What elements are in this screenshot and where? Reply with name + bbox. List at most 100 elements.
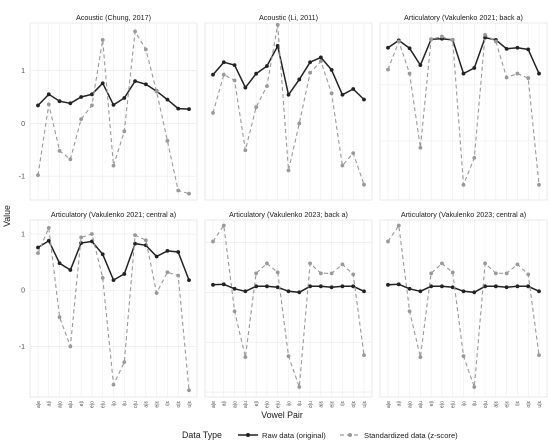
legend-title: Data Type <box>182 430 222 440</box>
data-point-raw <box>493 284 498 289</box>
x-tick-label: a|e <box>36 401 42 408</box>
x-tick-label: i|ɛ <box>165 400 171 406</box>
data-point-standardized <box>308 261 312 266</box>
data-point-raw <box>351 284 356 289</box>
data-point-raw <box>308 284 312 289</box>
data-point-standardized <box>286 354 291 359</box>
x-tick-label: a|o <box>57 401 63 408</box>
data-point-standardized <box>351 272 356 277</box>
data-point-standardized <box>187 191 191 196</box>
data-point-standardized <box>133 233 137 238</box>
data-point-standardized <box>308 70 312 75</box>
data-point-raw <box>329 67 334 72</box>
x-tick-label: a|ɛ <box>144 400 150 407</box>
x-tick-label: o|u <box>483 401 489 408</box>
data-point-raw <box>275 44 280 48</box>
data-point-raw <box>286 92 291 97</box>
data-point-standardized <box>526 272 531 277</box>
data-point-standardized <box>275 270 280 275</box>
data-point-standardized <box>286 168 291 173</box>
data-point-raw <box>329 285 334 290</box>
x-tick-label: a|i <box>397 401 403 406</box>
x-tick-label: e|i <box>429 401 435 406</box>
x-tick-label: i|o <box>461 401 467 407</box>
data-point-standardized <box>36 173 40 178</box>
data-point-standardized <box>68 344 73 349</box>
data-point-standardized <box>440 261 444 266</box>
data-point-raw <box>187 107 191 112</box>
legend: Data Type Raw data (original) Standardiz… <box>182 430 458 440</box>
y-tick-label: -1 <box>19 174 25 181</box>
x-tick-label: o|ɛ <box>176 400 182 407</box>
data-point-standardized <box>165 138 170 143</box>
data-point-raw <box>165 97 170 102</box>
data-point-raw <box>68 101 73 106</box>
x-tick-label: u|ɛ <box>362 400 368 407</box>
data-point-standardized <box>537 353 541 358</box>
data-point-raw <box>340 284 345 289</box>
data-point-raw <box>221 282 226 287</box>
panel-title: Articulatory (Vakulenko 2021; central a) <box>51 210 176 219</box>
data-point-raw <box>472 290 477 295</box>
y-tick-label: 1 <box>21 68 25 75</box>
data-point-raw <box>68 268 73 272</box>
data-point-raw <box>472 66 477 70</box>
data-point-raw <box>243 289 248 294</box>
data-point-standardized <box>386 239 390 244</box>
data-point-raw <box>165 249 170 253</box>
panel-title: Articulatory (Vakulenko 2023; central a) <box>401 210 526 219</box>
data-point-raw <box>122 96 127 100</box>
data-point-raw <box>211 282 215 287</box>
x-tick-label: a|ɛ <box>319 400 325 407</box>
data-point-standardized <box>100 275 105 280</box>
data-point-standardized <box>440 34 444 39</box>
x-tick-label: o|ɛ <box>351 400 357 407</box>
data-point-raw <box>297 77 302 82</box>
panel-5: Articulatory (Vakulenko 2023; back a) a|e… <box>204 210 373 408</box>
data-point-standardized <box>362 182 366 187</box>
data-point-raw <box>461 289 466 294</box>
data-point-standardized <box>396 39 401 44</box>
data-point-raw <box>483 35 487 40</box>
data-point-standardized <box>122 129 127 134</box>
data-point-standardized <box>133 29 137 34</box>
x-tick-label: a|u <box>68 401 74 408</box>
x-tick-label: a|u <box>418 401 424 408</box>
x-tick-label: e|u <box>101 401 107 408</box>
data-point-raw <box>318 284 323 289</box>
data-point-standardized <box>243 148 248 153</box>
data-point-raw <box>362 97 366 102</box>
data-point-standardized <box>429 37 434 42</box>
x-tick-label: e|ɛ <box>154 400 160 407</box>
data-point-raw <box>243 85 248 90</box>
data-point-standardized <box>211 239 215 244</box>
data-point-raw <box>221 60 226 65</box>
data-point-raw <box>79 95 84 99</box>
data-point-standardized <box>254 271 259 276</box>
legend-label-std: Standardized data (z-score) <box>364 431 458 440</box>
x-tick-label: i|ɛ <box>340 400 346 406</box>
data-point-standardized <box>450 270 455 275</box>
y-tick-label: 0 <box>21 121 25 128</box>
x-tick-label: a|i <box>222 401 228 406</box>
data-point-raw <box>418 63 423 68</box>
data-point-standardized <box>90 103 94 108</box>
data-point-standardized <box>57 148 62 153</box>
x-tick-label: e|ɛ <box>329 400 335 407</box>
x-tick-label: e|o <box>90 401 96 408</box>
x-tick-label: e|i <box>254 401 260 406</box>
data-point-raw <box>396 282 401 287</box>
data-point-raw <box>450 285 455 290</box>
data-point-raw <box>515 45 520 50</box>
panel-title: Acoustic (Chung, 2017) <box>76 13 151 22</box>
data-point-standardized <box>504 75 509 80</box>
x-tick-label: i|o <box>111 401 117 407</box>
data-point-raw <box>100 252 105 257</box>
data-point-raw <box>461 71 466 76</box>
data-point-raw <box>407 286 412 291</box>
legend-item-raw: Raw data (original) <box>238 431 326 440</box>
x-tick-label: a|o <box>407 401 413 408</box>
data-point-raw <box>318 55 323 60</box>
data-point-raw <box>483 284 487 289</box>
